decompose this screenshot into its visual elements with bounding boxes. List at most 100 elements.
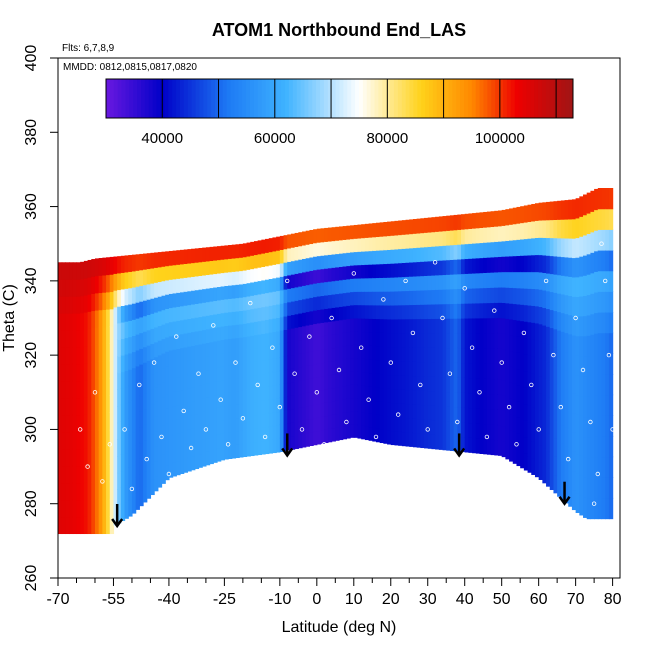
heatmap-cell: [590, 498, 595, 520]
heatmap-cell: [239, 416, 244, 431]
colorbar-segment: [288, 79, 294, 118]
heatmap-cell: [268, 426, 274, 441]
heatmap-cell: [157, 325, 163, 341]
heatmap-cell: [102, 274, 107, 293]
heatmap-cell: [442, 391, 447, 407]
heatmap-cell: [298, 380, 303, 395]
heatmap-cell: [131, 286, 137, 304]
heatmap-cell: [165, 408, 170, 424]
heatmap-cell: [357, 251, 362, 266]
heatmap-cell: [194, 262, 200, 277]
heatmap-cell: [109, 308, 115, 327]
heatmap-cell: [520, 238, 525, 256]
heatmap-cell: [597, 311, 603, 334]
heatmap-cell: [331, 307, 336, 322]
heatmap-cell: [590, 313, 595, 335]
heatmap-cell: [194, 248, 200, 263]
heatmap-cell: [435, 318, 440, 334]
heatmap-cell: [168, 321, 174, 337]
heatmap-cell: [228, 418, 233, 433]
heatmap-cell: [435, 347, 440, 363]
heatmap-cell: [231, 311, 237, 326]
heatmap-cell: [268, 251, 274, 266]
heatmap-cell: [542, 202, 547, 221]
heatmap-cell: [168, 434, 174, 450]
heatmap-cell: [339, 239, 344, 254]
heatmap-cell: [128, 450, 133, 468]
heatmap-cell: [372, 345, 377, 360]
colorbar-segment: [351, 79, 356, 118]
heatmap-cell: [183, 319, 189, 334]
heatmap-cell: [405, 332, 410, 348]
heatmap-cell: [357, 331, 362, 346]
observation-point: [322, 442, 327, 447]
heatmap-cell: [265, 279, 270, 294]
heatmap-cell: [213, 448, 218, 463]
heatmap-cell: [557, 385, 562, 405]
heatmap-cell: [120, 470, 126, 488]
heatmap-cell: [117, 439, 122, 457]
heatmap-cell: [346, 398, 351, 413]
heatmap-cell: [472, 302, 477, 319]
observation-point: [432, 260, 438, 265]
heatmap-cell: [505, 333, 510, 351]
heatmap-cell: [191, 428, 196, 443]
heatmap-cell: [239, 363, 244, 378]
heatmap-cell: [220, 299, 225, 314]
heatmap-cell: [61, 347, 66, 365]
heatmap-cell: [213, 381, 218, 396]
heatmap-cell: [479, 302, 484, 319]
heatmap-cell: [335, 413, 340, 428]
heatmap-cell: [601, 435, 606, 458]
heatmap-cell: [527, 405, 532, 423]
heatmap-cell: [472, 437, 477, 454]
heatmap-cell: [98, 292, 103, 311]
heatmap-cell: [427, 404, 433, 420]
heatmap-cell: [571, 393, 577, 414]
heatmap-cell: [394, 220, 399, 236]
heatmap-cell: [120, 371, 126, 389]
heatmap-cell: [361, 264, 366, 279]
heatmap-cell: [464, 377, 470, 393]
colorbar-segment: [211, 79, 216, 118]
heatmap-cell: [94, 499, 100, 517]
heatmap-cell: [516, 320, 521, 337]
heatmap-cell: [571, 431, 577, 452]
heatmap-cell: [608, 188, 614, 210]
heatmap-cell: [479, 362, 484, 379]
heatmap-cell: [398, 290, 403, 306]
heatmap-cell: [102, 412, 107, 431]
heatmap-cell: [124, 321, 129, 339]
heatmap-cell: [501, 256, 506, 273]
heatmap-cell: [58, 516, 63, 535]
heatmap-cell: [457, 288, 462, 304]
arrow-head: [453, 447, 466, 458]
heatmap-cell: [401, 262, 407, 278]
heatmap-cell: [135, 461, 140, 479]
heatmap-cell: [320, 268, 325, 283]
heatmap-cell: [368, 237, 373, 252]
heatmap-cell: [586, 416, 592, 438]
heatmap-cell: [442, 303, 447, 319]
x-tick-label: -70: [46, 591, 69, 608]
heatmap-cell: [401, 290, 407, 306]
heatmap-cell: [501, 317, 506, 334]
heatmap-cell: [350, 371, 355, 385]
heatmap-cell: [309, 229, 314, 245]
heatmap-cell: [91, 259, 96, 277]
heatmap-cell: [608, 477, 614, 499]
heatmap-cell: [394, 346, 399, 362]
heatmap-cell: [187, 387, 192, 403]
heatmap-cell: [534, 254, 540, 273]
heatmap-cell: [472, 347, 477, 364]
heatmap-cell: [594, 477, 599, 499]
observation-point: [455, 419, 460, 425]
heatmap-cell: [272, 237, 277, 252]
heatmap-cell: [242, 296, 248, 311]
heatmap-cell: [157, 413, 163, 429]
observation-point: [151, 360, 157, 365]
heatmap-cell: [457, 362, 462, 378]
heatmap-cell: [279, 384, 285, 399]
observation-point: [418, 382, 423, 388]
heatmap-cell: [398, 276, 403, 292]
